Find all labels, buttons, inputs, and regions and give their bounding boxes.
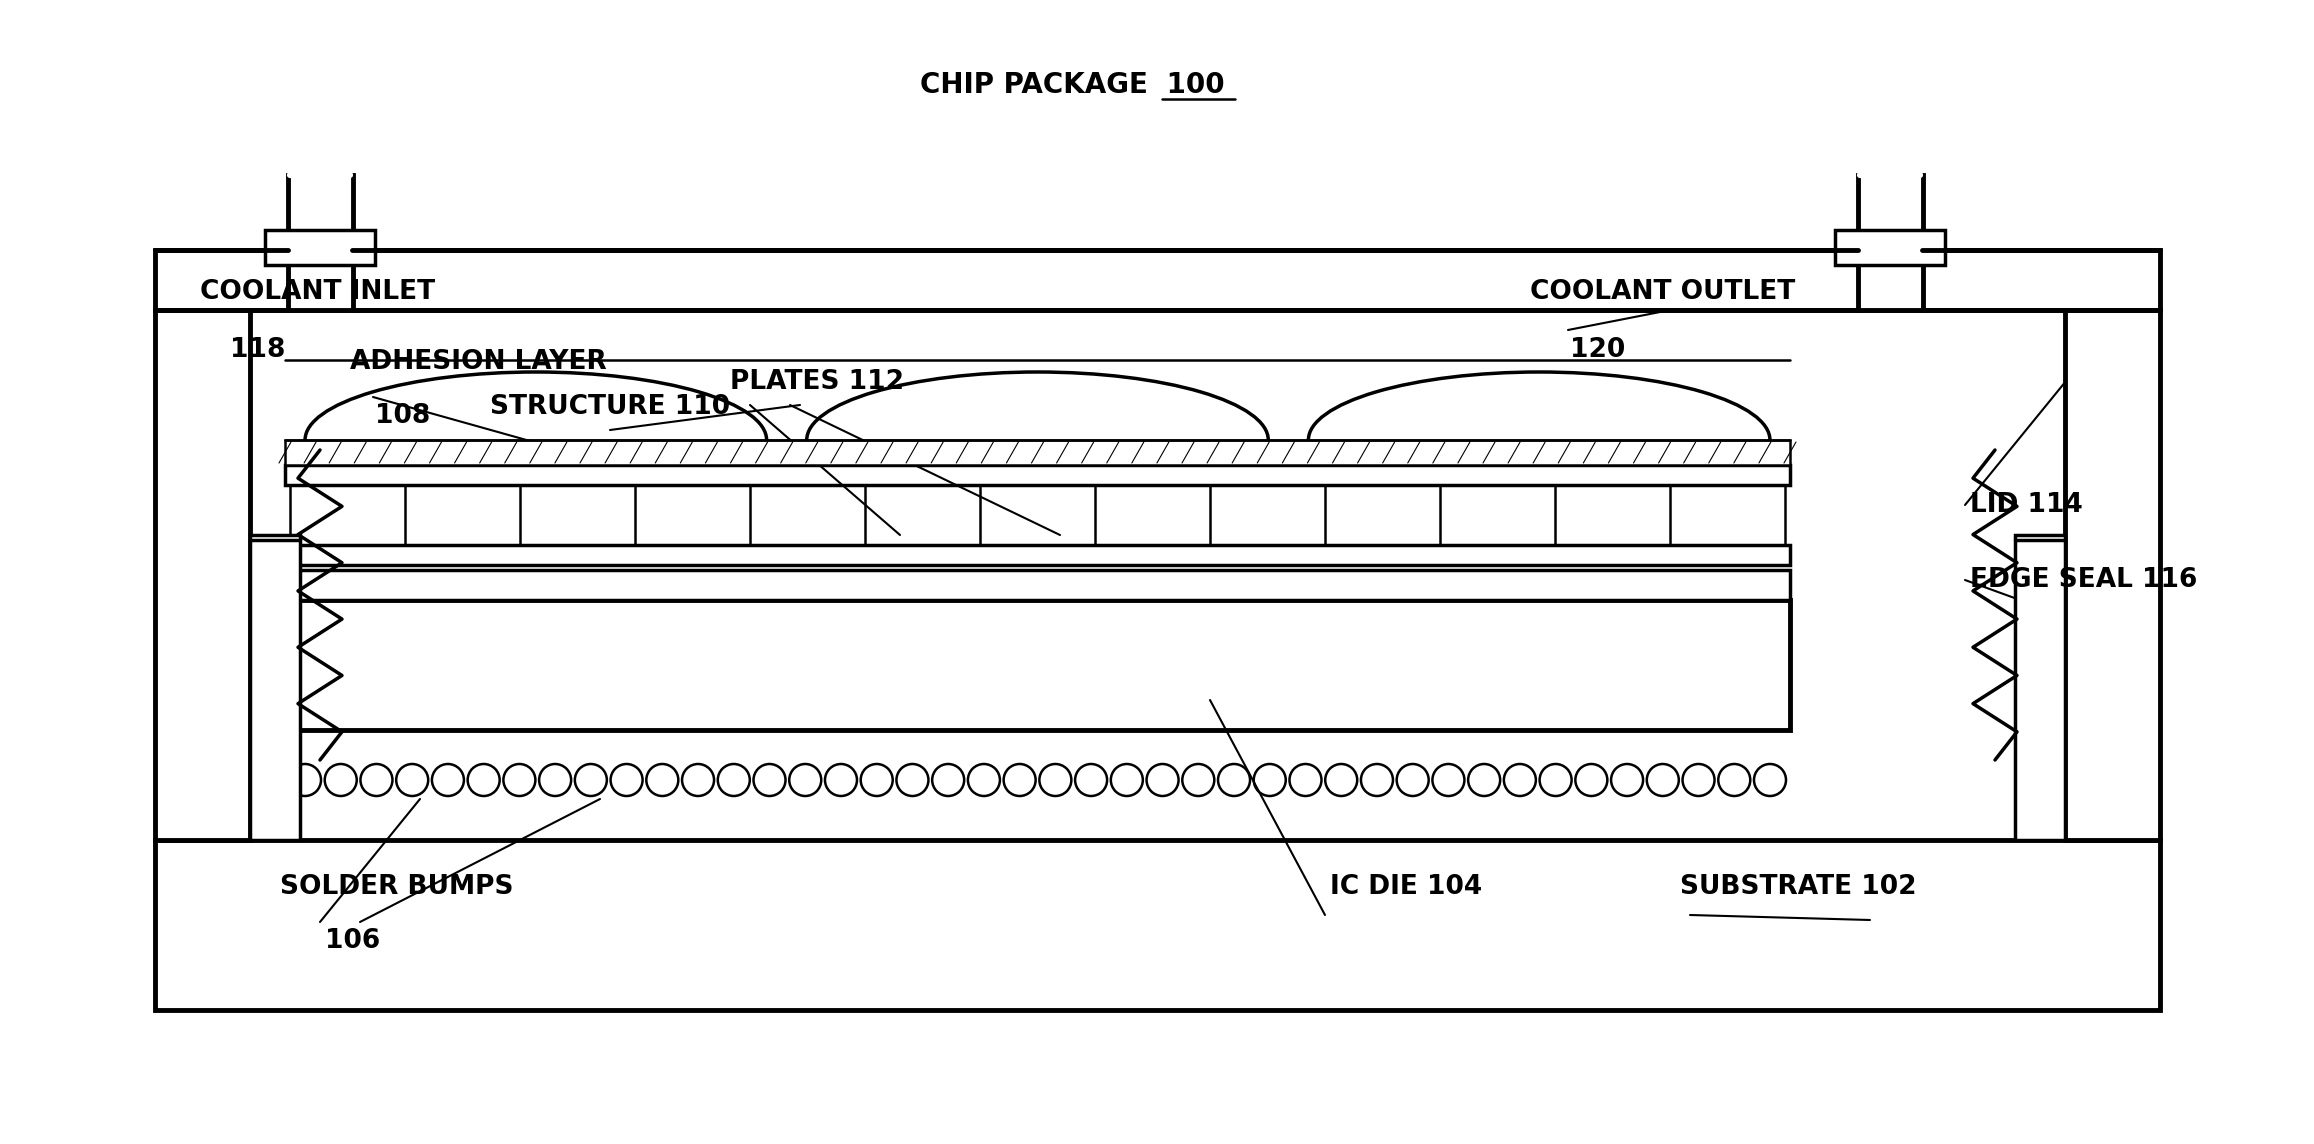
Text: CHIP PACKAGE: CHIP PACKAGE — [919, 71, 1157, 100]
Text: SOLDER BUMPS: SOLDER BUMPS — [280, 874, 514, 900]
Text: LID 114: LID 114 — [1969, 492, 2083, 518]
Bar — [292, 248, 349, 310]
Bar — [155, 840, 2159, 1010]
Bar — [285, 570, 1791, 599]
Text: ADHESION LAYER: ADHESION LAYER — [349, 349, 606, 375]
Bar — [1860, 248, 1921, 310]
Text: 118: 118 — [229, 337, 285, 363]
Bar — [287, 175, 354, 310]
Text: IC DIE 104: IC DIE 104 — [1331, 874, 1483, 900]
Bar — [2015, 535, 2064, 840]
Bar — [1835, 230, 1946, 265]
Text: STRUCTURE 110: STRUCTURE 110 — [491, 394, 731, 420]
Text: SUBSTRATE 102: SUBSTRATE 102 — [1680, 874, 1916, 900]
Bar — [155, 251, 2159, 310]
Bar — [266, 230, 375, 265]
Text: 100: 100 — [1157, 71, 1224, 100]
Text: 106: 106 — [324, 928, 379, 954]
Bar — [285, 464, 1791, 485]
Bar — [285, 440, 1791, 464]
Text: COOLANT OUTLET: COOLANT OUTLET — [1530, 279, 1796, 305]
Bar — [1858, 175, 1923, 310]
Text: COOLANT INLET: COOLANT INLET — [199, 279, 435, 305]
Text: EDGE SEAL 116: EDGE SEAL 116 — [1969, 567, 2198, 593]
Bar — [155, 310, 250, 840]
Text: 108: 108 — [375, 403, 430, 429]
Text: PLATES 112: PLATES 112 — [729, 370, 905, 395]
Text: 120: 120 — [1569, 337, 1624, 363]
Bar — [2064, 310, 2159, 840]
Bar — [285, 599, 1791, 730]
Bar — [285, 545, 1791, 565]
Bar — [250, 535, 301, 840]
